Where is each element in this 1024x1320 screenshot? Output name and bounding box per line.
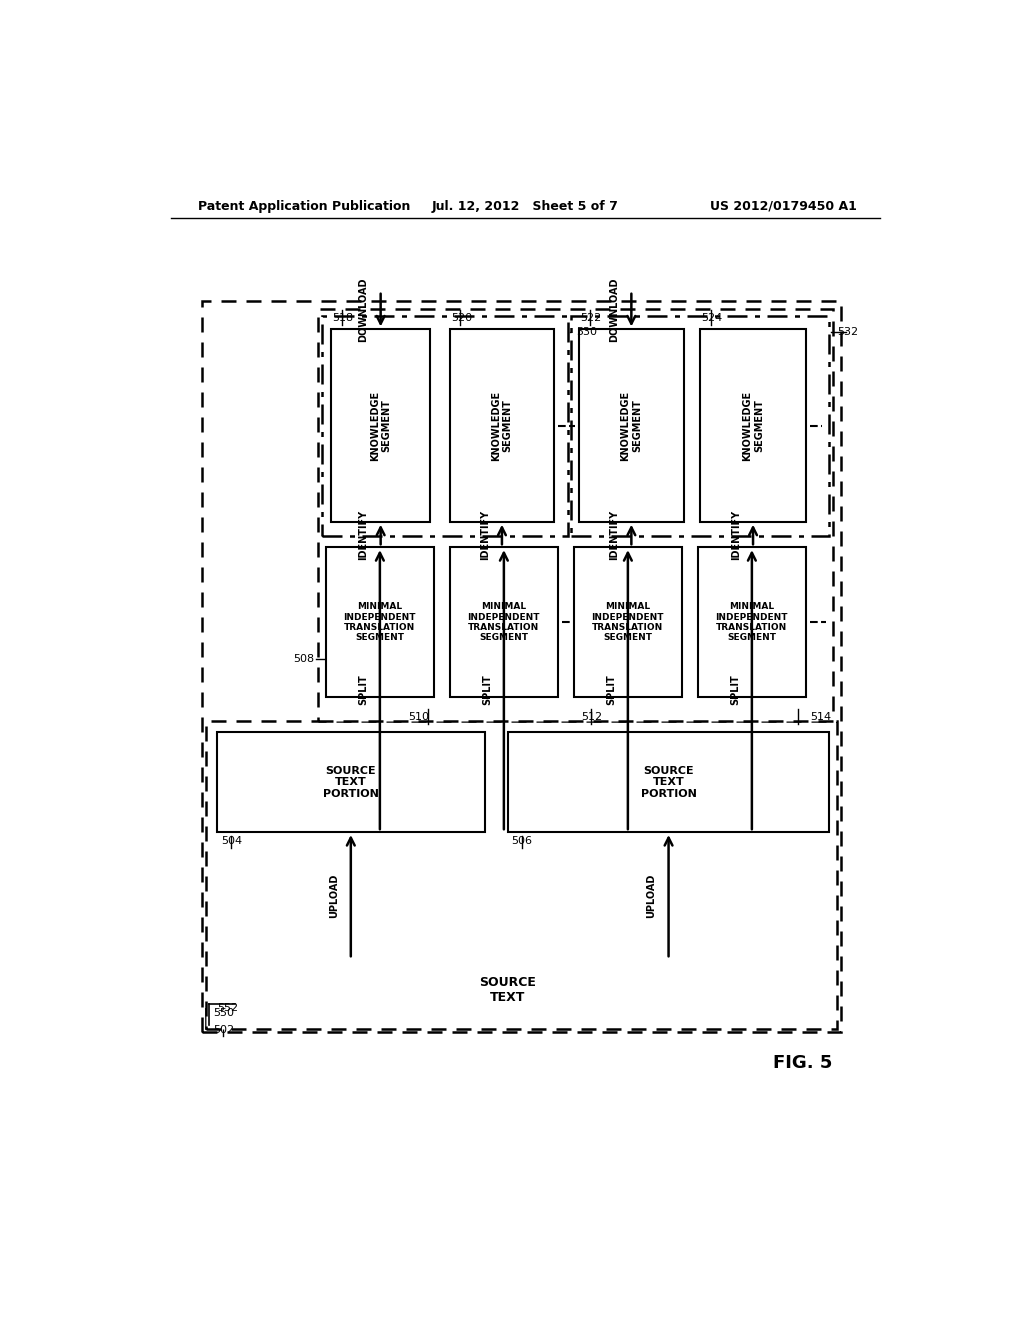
Text: 508: 508 [293,653,314,664]
Text: 514: 514 [810,711,831,722]
Bar [508,733,829,832]
Text: Jul. 12, 2012   Sheet 5 of 7: Jul. 12, 2012 Sheet 5 of 7 [431,199,618,213]
Bar [450,330,554,521]
Text: 530: 530 [575,326,597,337]
Bar [322,317,568,536]
Text: SOURCE
TEXT
PORTION: SOURCE TEXT PORTION [641,766,696,799]
Text: 518: 518 [333,313,353,323]
Text: IDENTIFY: IDENTIFY [609,510,620,560]
Bar [331,330,430,521]
Text: SPLIT: SPLIT [482,675,492,705]
Bar [202,301,841,1032]
Text: 522: 522 [581,313,602,323]
Bar [571,317,829,536]
Bar [573,548,682,697]
Text: IDENTIFY: IDENTIFY [731,510,741,560]
Bar [326,548,434,697]
Bar [206,721,838,1028]
Bar [700,330,806,521]
Text: KNOWLEDGE
SEGMENT: KNOWLEDGE SEGMENT [370,391,391,461]
Text: UPLOAD: UPLOAD [646,874,656,917]
Text: 524: 524 [701,313,723,323]
Text: SOURCE
TEXT: SOURCE TEXT [479,975,537,1005]
Text: 532: 532 [838,326,858,337]
Text: 512: 512 [582,711,602,722]
Text: KNOWLEDGE
SEGMENT: KNOWLEDGE SEGMENT [742,391,764,461]
Bar [217,733,484,832]
Text: IDENTIFY: IDENTIFY [358,510,369,560]
Text: DOWNLOAD: DOWNLOAD [358,277,369,342]
Bar [450,548,558,697]
Text: IDENTIFY: IDENTIFY [480,510,489,560]
Text: 502: 502 [213,1026,234,1035]
Text: US 2012/0179450 A1: US 2012/0179450 A1 [710,199,856,213]
Text: MINIMAL
INDEPENDENT
TRANSLATION
SEGMENT: MINIMAL INDEPENDENT TRANSLATION SEGMENT [468,602,540,643]
Text: FIG. 5: FIG. 5 [772,1055,831,1072]
Text: 506: 506 [512,837,532,846]
Bar [209,960,806,1020]
Text: MINIMAL
INDEPENDENT
TRANSLATION
SEGMENT: MINIMAL INDEPENDENT TRANSLATION SEGMENT [344,602,416,643]
Text: 520: 520 [452,313,472,323]
Text: 504: 504 [221,837,242,846]
Text: SPLIT: SPLIT [606,675,615,705]
Text: 550: 550 [213,1008,234,1019]
Text: 552: 552 [217,1003,239,1014]
Text: Patent Application Publication: Patent Application Publication [198,199,411,213]
Bar [579,330,684,521]
Text: UPLOAD: UPLOAD [329,874,339,917]
Bar [697,548,806,697]
Text: MINIMAL
INDEPENDENT
TRANSLATION
SEGMENT: MINIMAL INDEPENDENT TRANSLATION SEGMENT [716,602,788,643]
Text: SPLIT: SPLIT [357,675,368,705]
Text: KNOWLEDGE
SEGMENT: KNOWLEDGE SEGMENT [492,391,513,461]
Text: KNOWLEDGE
SEGMENT: KNOWLEDGE SEGMENT [621,391,642,461]
Text: SPLIT: SPLIT [730,675,739,705]
Text: 510: 510 [409,711,429,722]
Text: DOWNLOAD: DOWNLOAD [609,277,620,342]
Bar [317,309,834,721]
Text: MINIMAL
INDEPENDENT
TRANSLATION
SEGMENT: MINIMAL INDEPENDENT TRANSLATION SEGMENT [592,602,665,643]
Text: SOURCE
TEXT
PORTION: SOURCE TEXT PORTION [323,766,379,799]
